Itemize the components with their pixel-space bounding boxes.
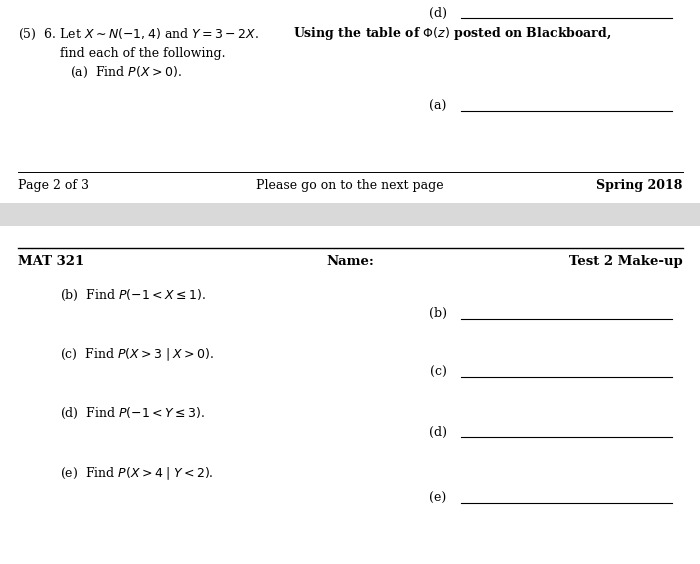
Text: (a)  Find $P(X > 0)$.: (a) Find $P(X > 0)$. xyxy=(70,65,182,80)
Text: Test 2 Make-up: Test 2 Make-up xyxy=(568,255,682,268)
Text: find each of the following.: find each of the following. xyxy=(60,47,225,60)
Text: Spring 2018: Spring 2018 xyxy=(596,179,682,192)
Text: (d): (d) xyxy=(428,426,447,439)
Text: (e)  Find $P(X > 4 \mid Y < 2)$.: (e) Find $P(X > 4 \mid Y < 2)$. xyxy=(60,465,213,482)
Text: (5)  6. Let $X \sim N(-1, 4)$ and $Y = 3-2X$.: (5) 6. Let $X \sim N(-1, 4)$ and $Y = 3-… xyxy=(18,27,264,42)
Text: Using the table of $\Phi(z)$ posted on Blackboard,: Using the table of $\Phi(z)$ posted on B… xyxy=(293,25,611,42)
Text: (c): (c) xyxy=(430,366,447,379)
Text: Please go on to the next page: Please go on to the next page xyxy=(256,179,444,192)
Text: (b): (b) xyxy=(428,307,447,320)
Bar xyxy=(0,203,700,226)
Text: Name:: Name: xyxy=(326,255,374,268)
Text: (e): (e) xyxy=(429,492,447,505)
Text: Page 2 of 3: Page 2 of 3 xyxy=(18,179,88,192)
Text: (c)  Find $P(X > 3 \mid X > 0)$.: (c) Find $P(X > 3 \mid X > 0)$. xyxy=(60,347,213,363)
Text: MAT 321: MAT 321 xyxy=(18,255,84,268)
Text: (b)  Find $P(-1 < X \leq 1)$.: (b) Find $P(-1 < X \leq 1)$. xyxy=(60,288,206,303)
Text: (a): (a) xyxy=(429,100,447,113)
Text: (d): (d) xyxy=(428,7,447,20)
Text: (d)  Find $P(-1 < Y \leq 3)$.: (d) Find $P(-1 < Y \leq 3)$. xyxy=(60,406,204,421)
